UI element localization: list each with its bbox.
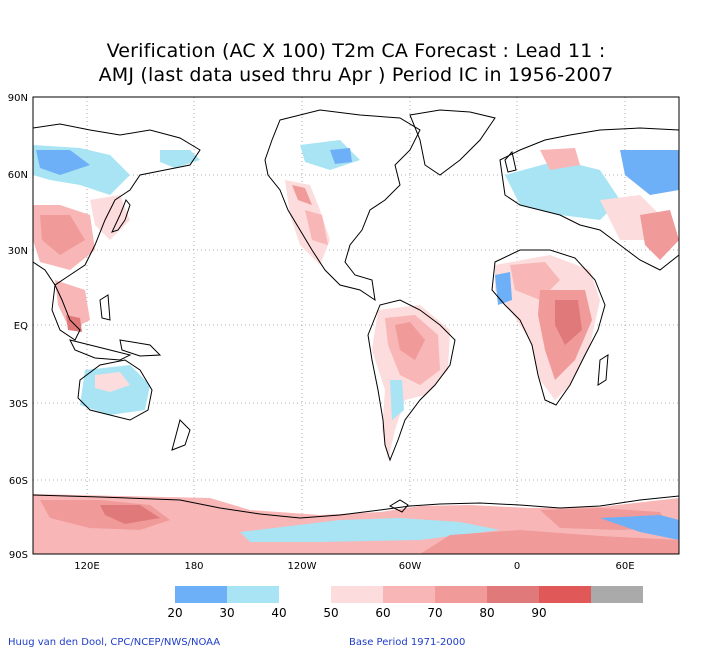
map-plot-area (33, 97, 679, 554)
lon-label: 120E (74, 561, 99, 572)
lat-label: 60S (9, 476, 28, 487)
lat-label: 30N (8, 246, 28, 257)
lon-label: 180 (184, 561, 203, 572)
lat-label: 60N (8, 170, 28, 181)
lon-label: 60E (615, 561, 634, 572)
author-credit: Huug van den Dool, CPC/NCEP/NWS/NOAA (8, 637, 221, 648)
lon-label: 60W (399, 561, 422, 572)
map-title-line-1: Verification (AC X 100) T2m CA Forecast … (106, 40, 606, 62)
lon-label: 120W (288, 561, 317, 572)
lat-label: 90S (9, 550, 28, 561)
map-frame (32, 96, 680, 555)
lat-label: EQ (14, 321, 28, 332)
lat-label: 30S (9, 399, 28, 410)
longitude-labels: 120E 180 120W 60W 0 60E (74, 561, 634, 572)
latitude-labels: 90N 60N 30N EQ 30S 60S 90S (8, 93, 28, 561)
lon-label: 0 (514, 561, 520, 572)
base-period-note: Base Period 1971-2000 (349, 637, 466, 648)
coastlines (33, 109, 679, 519)
skill-shading (33, 140, 679, 554)
lat-label: 90N (8, 93, 28, 104)
map-title-line-2: AMJ (last data used thru Apr ) Period IC… (98, 64, 614, 86)
